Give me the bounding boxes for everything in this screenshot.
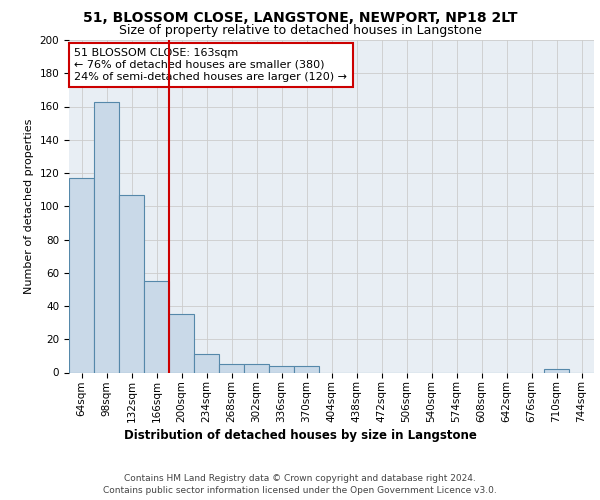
Bar — [294, 366, 319, 372]
Bar — [194, 354, 219, 372]
Text: 51, BLOSSOM CLOSE, LANGSTONE, NEWPORT, NP18 2LT: 51, BLOSSOM CLOSE, LANGSTONE, NEWPORT, N… — [83, 11, 517, 25]
Bar — [219, 364, 244, 372]
Bar — [169, 314, 194, 372]
Bar — [269, 366, 294, 372]
Text: 51 BLOSSOM CLOSE: 163sqm
← 76% of detached houses are smaller (380)
24% of semi-: 51 BLOSSOM CLOSE: 163sqm ← 76% of detach… — [74, 48, 347, 82]
Text: Distribution of detached houses by size in Langstone: Distribution of detached houses by size … — [124, 430, 476, 442]
Bar — [119, 194, 144, 372]
Y-axis label: Number of detached properties: Number of detached properties — [24, 118, 34, 294]
Text: Size of property relative to detached houses in Langstone: Size of property relative to detached ho… — [119, 24, 481, 37]
Bar — [69, 178, 94, 372]
Bar — [544, 369, 569, 372]
Bar — [244, 364, 269, 372]
Text: Contains HM Land Registry data © Crown copyright and database right 2024.
Contai: Contains HM Land Registry data © Crown c… — [103, 474, 497, 495]
Bar — [94, 102, 119, 372]
Bar — [144, 281, 169, 372]
